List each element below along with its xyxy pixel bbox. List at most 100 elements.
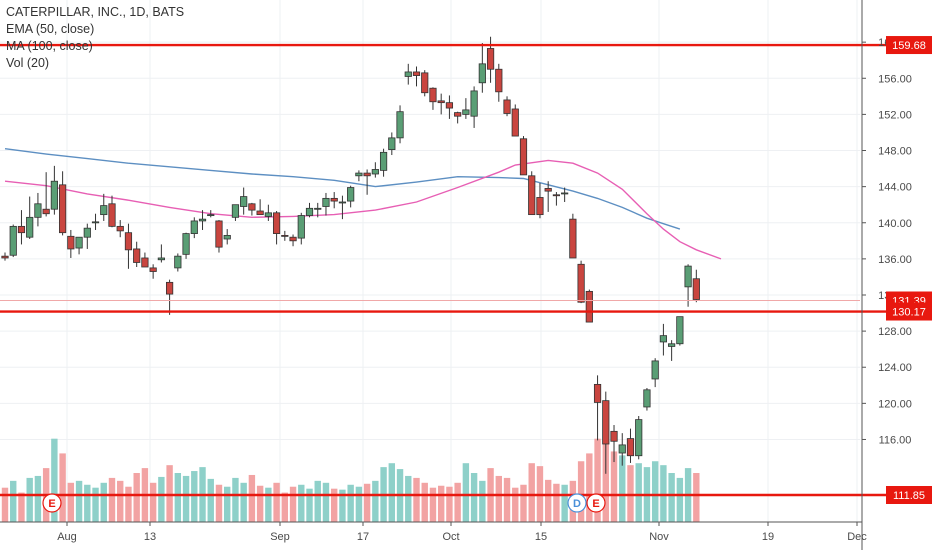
candle-body: [659, 335, 668, 343]
candle-body: [264, 212, 272, 217]
time-tick-label: Dec: [847, 531, 867, 543]
volume-bar: [454, 482, 461, 522]
price-tag-bg: [886, 302, 932, 321]
symbol-title[interactable]: CATERPILLAR, INC., 1D, BATS: [6, 5, 185, 19]
candle-body: [50, 180, 58, 210]
price-tag-label: 130.17: [892, 307, 926, 319]
candle-body: [643, 389, 651, 408]
candle-body: [75, 236, 83, 249]
candle-body: [124, 232, 133, 251]
candle-body: [26, 216, 34, 238]
volume-indicator-label[interactable]: Vol (20): [6, 56, 50, 70]
candle-body: [692, 278, 700, 300]
time-tick-label: 13: [144, 531, 156, 543]
volume-bar: [240, 482, 247, 522]
price-tag: 159.68: [886, 36, 932, 55]
event-marker-circle: [567, 493, 587, 513]
candle-body: [149, 267, 157, 272]
volume-bar: [479, 480, 486, 522]
volume-bar: [520, 484, 527, 522]
volume-bar: [421, 482, 428, 522]
volume-bar: [215, 484, 223, 522]
time-tick-label: 17: [357, 531, 369, 543]
volume-bar: [602, 443, 609, 522]
volume-bar: [619, 455, 626, 522]
ma-indicator-label[interactable]: MA (100, close): [6, 39, 93, 53]
volume-bar: [594, 438, 601, 522]
volume-bar: [256, 485, 264, 522]
candle-body: [618, 444, 626, 454]
candle-body: [297, 215, 305, 239]
candle-body: [495, 68, 503, 93]
candle-body: [544, 188, 552, 192]
price-tick-label: 156.00: [878, 73, 912, 85]
volume-bar: [437, 485, 445, 522]
price-tick-label: 128.00: [878, 326, 912, 338]
volume-bar: [166, 465, 173, 522]
price-axis[interactable]: 160.00156.00152.00148.00144.00140.00136.…: [861, 0, 932, 550]
price-tick-label: 116.00: [879, 434, 912, 446]
candle-body: [83, 227, 91, 238]
candle-body: [388, 137, 396, 151]
candle-body: [165, 281, 174, 295]
ema-50-line: [4, 159, 722, 260]
volume-bar: [298, 484, 305, 522]
event-marker-circle: [586, 493, 606, 513]
volume-bar: [281, 492, 289, 522]
volume-bar: [125, 486, 132, 522]
volume-bar: [512, 487, 519, 522]
volume-bar: [92, 487, 99, 522]
candle-body: [314, 207, 322, 210]
volume-bar: [265, 487, 272, 522]
volume-bar: [528, 463, 535, 522]
volume-bar: [306, 488, 313, 522]
volume-bar: [347, 484, 354, 522]
volume-bar: [174, 473, 182, 522]
candle-body: [561, 192, 569, 195]
volume-bar: [1, 487, 9, 522]
volume-bar: [18, 492, 25, 522]
candle-body: [190, 220, 198, 234]
event-marker-0: E: [42, 493, 62, 513]
volume-bar: [322, 482, 330, 522]
time-axis[interactable]: Aug 13 Sep 17 Oct 15 Nov 19 Dec: [0, 521, 867, 543]
volume-bar: [413, 477, 420, 522]
volume-bar: [289, 486, 297, 522]
candle-body: [569, 218, 577, 259]
candle-body: [412, 71, 421, 76]
price-tag: 111.85: [886, 486, 932, 504]
candle-body: [519, 138, 528, 176]
volume-bar: [586, 453, 593, 522]
candle-body: [602, 400, 610, 445]
candle-body: [133, 248, 141, 263]
candle-body: [429, 87, 437, 103]
candle-body: [552, 194, 561, 197]
volume-bar: [75, 480, 83, 522]
candle-body: [338, 201, 347, 204]
volume-bar: [668, 473, 675, 522]
volume-bar: [84, 484, 91, 522]
ema-indicator-label[interactable]: EMA (50, close): [6, 22, 95, 36]
volume-bar: [610, 451, 618, 522]
price-tick-label: 152.00: [878, 109, 912, 121]
volume-bar: [117, 480, 124, 522]
candle-body: [330, 197, 338, 202]
volume-bar: [26, 477, 33, 522]
candle-body: [503, 99, 511, 114]
volume-bar: [553, 483, 560, 522]
candle-body: [363, 172, 371, 177]
candle-body: [486, 48, 495, 70]
horizontal-lines[interactable]: [0, 43, 886, 497]
volume-bar: [207, 478, 214, 522]
price-tag-bg: [886, 486, 932, 504]
candle-body: [454, 112, 462, 117]
volume-bar: [544, 479, 552, 522]
volume-bar: [577, 461, 585, 522]
volume-bar: [10, 480, 17, 522]
candle-body: [577, 263, 585, 303]
volume-bar: [108, 477, 116, 522]
price-tag: 130.17: [886, 302, 932, 321]
candle-body: [668, 343, 676, 347]
